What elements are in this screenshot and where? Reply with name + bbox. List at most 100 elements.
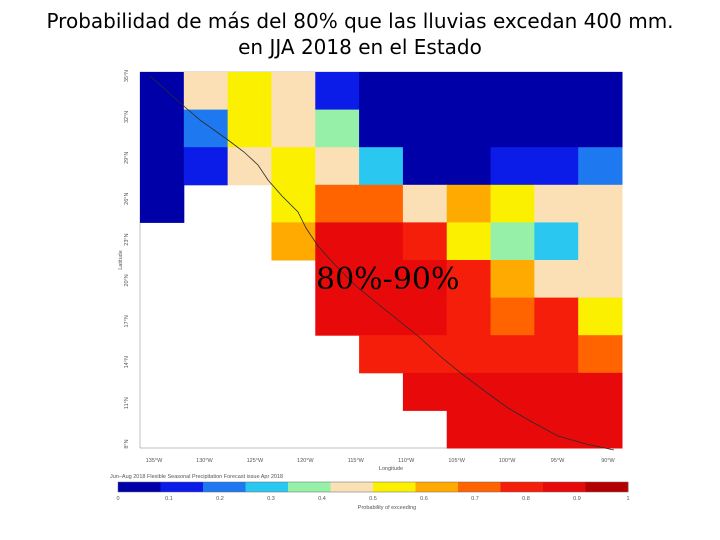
y-tick-label: 20°N — [124, 274, 130, 286]
colorbar-tick-label: 0.9 — [573, 496, 581, 502]
grid-cell — [140, 184, 185, 223]
colorbar-tick-label: 0.8 — [522, 496, 530, 502]
y-tick-label: 26°N — [124, 192, 130, 204]
grid-cell — [534, 147, 579, 186]
x-tick-label: 115°W — [348, 458, 365, 464]
grid-cell — [446, 335, 492, 374]
grid-cell — [534, 260, 579, 299]
y-tick-label: 29°N — [124, 152, 130, 164]
y-tick-label: 17°N — [124, 315, 130, 327]
colorbar-tick-label: 1 — [626, 496, 629, 502]
colorbar-swatch — [245, 482, 289, 492]
grid-cell — [490, 410, 535, 449]
grid-cell — [402, 147, 448, 186]
grid-cell — [227, 109, 272, 148]
x-tick-label: 120°W — [297, 458, 314, 464]
grid-cell — [578, 335, 623, 374]
colorbar-label: Probability of exceeding — [358, 505, 416, 511]
y-tick-label: 23°N — [124, 233, 130, 245]
grid-cell — [227, 72, 272, 111]
grid-cell — [534, 297, 579, 336]
x-tick-label: 90°W — [601, 458, 615, 464]
y-tick-label: 8°N — [124, 439, 130, 448]
grid-cell — [534, 222, 579, 261]
grid-cell — [359, 147, 404, 186]
forecast-caption: Jun–Aug 2018 Flexible Seasonal Precipita… — [110, 474, 283, 480]
grid-cell — [446, 410, 492, 449]
title-line-1: Probabilidad de más del 80% que las lluv… — [46, 9, 674, 33]
grid-cell — [534, 372, 579, 411]
coastline-path — [149, 75, 615, 451]
grid-cell — [446, 72, 492, 111]
grid-cell — [490, 109, 535, 148]
y-tick-label: 32°N — [124, 111, 130, 123]
grid-cell — [271, 222, 316, 261]
grid-cell — [578, 410, 623, 449]
colorbar-swatch — [415, 482, 459, 492]
grid-cell — [446, 184, 492, 223]
grid-cell — [402, 109, 448, 148]
colorbar-swatch — [373, 482, 416, 492]
x-tick-label: 125°W — [247, 458, 264, 464]
colorbar-swatch — [585, 482, 629, 492]
y-tick-label: 11°N — [124, 397, 130, 409]
colorbar-swatch — [118, 482, 161, 492]
slide-title: Probabilidad de más del 80% que las lluv… — [0, 8, 720, 60]
grid-cell — [578, 147, 623, 186]
grid-cell — [140, 72, 185, 111]
x-tick-label: 95°W — [551, 458, 565, 464]
x-tick-label: 105°W — [448, 458, 465, 464]
grid-cell — [271, 72, 316, 111]
grid-cell — [534, 410, 579, 449]
colorbar-tick-label: 0.6 — [420, 496, 428, 502]
grid-cell — [446, 297, 492, 336]
grid-cell — [315, 184, 360, 223]
grid-cell — [402, 260, 448, 299]
grid-cell — [359, 297, 404, 336]
colorbar-tick-label: 0.3 — [267, 496, 275, 502]
colorbar-tick-label: 0.2 — [216, 496, 224, 502]
grid-cell — [183, 109, 229, 148]
colorbar-tick-label: 0.1 — [165, 496, 173, 502]
grid-cell — [534, 109, 579, 148]
grid-cell — [402, 222, 448, 261]
grid-cell — [402, 297, 448, 336]
grid-cell — [359, 260, 404, 299]
colorbar-swatch — [543, 482, 586, 492]
grid-cell — [402, 372, 448, 411]
x-tick-label: 135°W — [146, 458, 163, 464]
grid-cell — [446, 372, 492, 411]
colorbar-swatch — [288, 482, 331, 492]
grid-cell — [490, 372, 535, 411]
grid-cell — [315, 72, 360, 111]
grid-cell — [490, 184, 535, 223]
title-line-2: en JJA 2018 en el Estado — [238, 35, 482, 59]
grid-cell — [578, 72, 623, 111]
grid-cell — [183, 147, 229, 186]
grid-cell — [315, 297, 360, 336]
map-axes: 135°W 130°W 125°W 120°W 115°W 110°W 105°W 100°W… — [118, 70, 616, 472]
grid-cell — [402, 72, 448, 111]
grid-cell — [490, 260, 535, 299]
grid-cell — [578, 372, 623, 411]
grid-cell — [402, 335, 448, 374]
grid-cell — [490, 222, 535, 261]
grid-cell — [578, 297, 623, 336]
grid-cell — [315, 109, 360, 148]
colorbar-border — [117, 481, 629, 493]
y-tick-label: 14°N — [124, 356, 130, 368]
grid-cell — [271, 184, 316, 223]
grid-cell — [578, 184, 623, 223]
x-tick-label: 110°W — [398, 458, 415, 464]
grid-cell — [359, 72, 404, 111]
probability-range-label: 80%-90% — [316, 262, 460, 297]
x-axis-label: Longitude — [379, 466, 403, 472]
grid-cell — [402, 184, 448, 223]
grid-cell — [359, 335, 404, 374]
colorbar-tick-label: 0.4 — [318, 496, 326, 502]
grid-cell — [315, 147, 360, 186]
probability-grid — [140, 72, 623, 449]
grid-cell — [490, 297, 535, 336]
grid-cell — [490, 147, 535, 186]
